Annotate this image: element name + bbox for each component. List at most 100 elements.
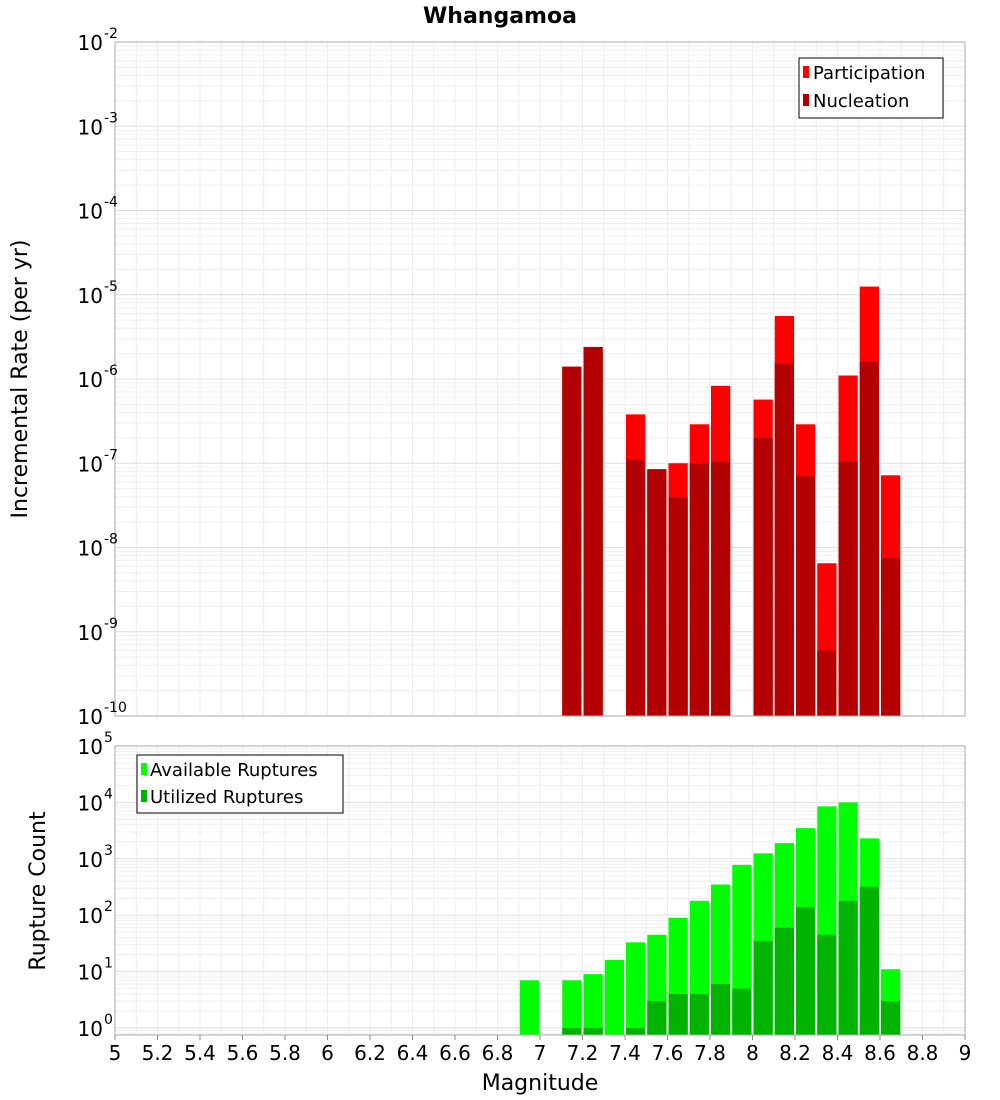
count-available-ruptures-bar (604, 960, 624, 1035)
x-tick-label: 8.4 (822, 1041, 854, 1065)
rate-y-tick-exponent: -9 (104, 616, 118, 632)
count-y-tick-exponent: 5 (104, 730, 113, 746)
x-tick-label: 7.6 (652, 1041, 684, 1065)
x-tick-label: 6.8 (482, 1041, 514, 1065)
count-available-ruptures-bar (562, 980, 582, 1035)
x-tick-label: 6.6 (439, 1041, 471, 1065)
count-y-tick-label: 10 (78, 791, 103, 815)
rate-legend: Participation Nucleation (798, 57, 944, 119)
utilized-ruptures-legend-swatch (141, 790, 147, 802)
count-bars (519, 802, 901, 1035)
rate-y-tick-exponent: -5 (104, 279, 118, 295)
rate-nucleation-bar (689, 463, 709, 716)
count-y-tick-label: 10 (78, 1017, 103, 1041)
rate-nucleation-bar (774, 362, 794, 716)
count-utilized-ruptures-bar (668, 994, 688, 1035)
rate-y-axis-title: Incremental Rate (per yr) (8, 240, 33, 519)
rate-legend-box (798, 57, 944, 119)
count-utilized-ruptures-bar (647, 1001, 667, 1035)
participation-legend-label: Participation (813, 63, 925, 84)
chart-title: Whangamoa (423, 4, 577, 29)
count-utilized-ruptures-bar (689, 994, 709, 1035)
count-utilized-ruptures-bar (583, 1027, 603, 1035)
count-y-tick-label: 10 (78, 904, 103, 928)
count-utilized-ruptures-bar (881, 1001, 901, 1035)
count-y-tick-exponent: 1 (104, 956, 113, 972)
rate-nucleation-bar (859, 361, 879, 716)
rate-panel: 10-210-310-410-510-610-710-810-910-10 In… (8, 26, 966, 729)
x-tick-label: 8 (746, 1041, 759, 1065)
rate-y-tick-label: 10 (78, 115, 103, 139)
count-y-tick-exponent: 4 (104, 786, 113, 802)
count-utilized-ruptures-bar (562, 1027, 582, 1035)
rate-nucleation-bar (711, 461, 731, 716)
x-tick-label: 7 (534, 1041, 547, 1065)
rate-grid (114, 42, 966, 717)
x-tick-label: 5 (109, 1041, 122, 1065)
count-utilized-ruptures-bar (732, 988, 752, 1035)
count-utilized-ruptures-bar (817, 934, 837, 1035)
rate-nucleation-bar (817, 650, 837, 716)
rate-plot-frame (114, 41, 966, 717)
rate-nucleation-bar (881, 558, 901, 716)
rate-y-ticks: 10-210-310-410-510-610-710-810-910-10 (78, 26, 127, 729)
x-tick-label: 5.6 (227, 1041, 259, 1065)
count-y-tick-label: 10 (78, 961, 103, 985)
x-tick-label: 8.8 (907, 1041, 939, 1065)
available-ruptures-legend-swatch (141, 763, 147, 775)
rate-y-tick-label: 10 (78, 452, 103, 476)
x-tick-label: 8.6 (864, 1041, 896, 1065)
x-tick-label: 5.4 (184, 1041, 216, 1065)
x-tick-label: 9 (959, 1041, 972, 1065)
rate-bars (562, 286, 901, 716)
count-utilized-ruptures-bar (859, 886, 879, 1035)
rate-y-tick-exponent: -2 (104, 26, 118, 42)
count-legend-box (136, 754, 344, 814)
rate-y-tick-label: 10 (78, 284, 103, 308)
nucleation-legend-label: Nucleation (813, 91, 909, 112)
rate-y-tick-exponent: -10 (104, 700, 127, 716)
count-legend: Available Ruptures Utilized Ruptures (136, 754, 344, 814)
x-tick-label: 5.2 (142, 1041, 174, 1065)
count-y-axis-title: Rupture Count (26, 811, 51, 971)
available-ruptures-legend-label: Available Ruptures (150, 760, 318, 781)
rate-y-tick-exponent: -4 (104, 195, 118, 211)
rate-y-tick-label: 10 (78, 705, 103, 729)
count-y-tick-label: 10 (78, 735, 103, 759)
count-utilized-ruptures-bar (753, 940, 773, 1035)
count-available-ruptures-bar (519, 980, 539, 1035)
count-utilized-ruptures-bar (774, 927, 794, 1035)
utilized-ruptures-legend-label: Utilized Ruptures (150, 787, 303, 808)
x-tick-label: 7.4 (609, 1041, 641, 1065)
x-axis-title: Magnitude (482, 1071, 599, 1096)
x-axis-ticks: 5 5.2 5.4 5.6 5.8 6 6.2 6.4 6.6 6.8 7 7.2 7.4 7.6 7.8 8… (109, 1035, 972, 1065)
x-tick-label: 5.8 (269, 1041, 301, 1065)
rate-nucleation-bar (647, 469, 667, 716)
count-available-ruptures-bar (626, 942, 646, 1035)
x-tick-label: 7.8 (694, 1041, 726, 1065)
rate-y-tick-exponent: -7 (104, 447, 118, 463)
count-y-tick-exponent: 0 (104, 1012, 113, 1028)
rate-nucleation-bar (562, 366, 582, 716)
rate-nucleation-bar (626, 459, 646, 716)
count-y-tick-exponent: 3 (104, 843, 113, 859)
rate-y-tick-exponent: -8 (104, 532, 118, 548)
rate-y-tick-exponent: -3 (104, 110, 118, 126)
count-y-tick-label: 10 (78, 848, 103, 872)
rate-nucleation-bar (838, 461, 858, 716)
rate-nucleation-bar (583, 346, 603, 716)
count-utilized-ruptures-bar (626, 1027, 646, 1035)
x-tick-label: 7.2 (567, 1041, 599, 1065)
count-utilized-ruptures-bar (796, 906, 816, 1035)
rate-y-tick-label: 10 (78, 621, 103, 645)
count-available-ruptures-bar (583, 974, 603, 1035)
x-tick-label: 6.2 (354, 1041, 386, 1065)
rate-y-tick-label: 10 (78, 200, 103, 224)
x-tick-label: 6 (321, 1041, 334, 1065)
x-tick-label: 6.4 (397, 1041, 429, 1065)
participation-legend-swatch (803, 66, 809, 78)
